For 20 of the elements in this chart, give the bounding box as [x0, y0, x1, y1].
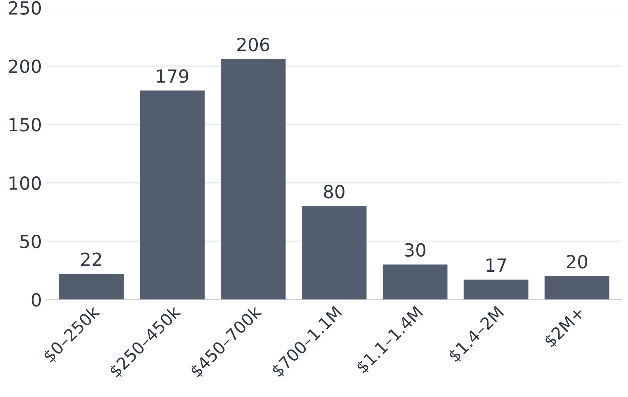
bar: [544, 276, 610, 300]
data-label: 80: [324, 185, 345, 199]
data-label: 17: [486, 258, 506, 272]
bar: [221, 59, 286, 300]
data-label: 20: [567, 255, 588, 269]
y-tick-label: 150: [10, 118, 42, 132]
y-tick-label: 200: [9, 60, 42, 74]
bar: [464, 280, 529, 300]
data-label: 206: [238, 38, 270, 52]
bar: [382, 264, 448, 300]
data-label: 22: [81, 252, 102, 266]
y-tick-label: 100: [10, 176, 42, 190]
y-tick-label: 50: [20, 234, 42, 248]
bar: [302, 206, 367, 300]
data-label: 179: [157, 69, 189, 84]
y-tick-label: 250: [9, 1, 42, 16]
bar: [140, 90, 205, 300]
data-label: 30: [405, 243, 426, 258]
bar: [59, 274, 124, 300]
y-tick-label: 0: [32, 293, 42, 307]
